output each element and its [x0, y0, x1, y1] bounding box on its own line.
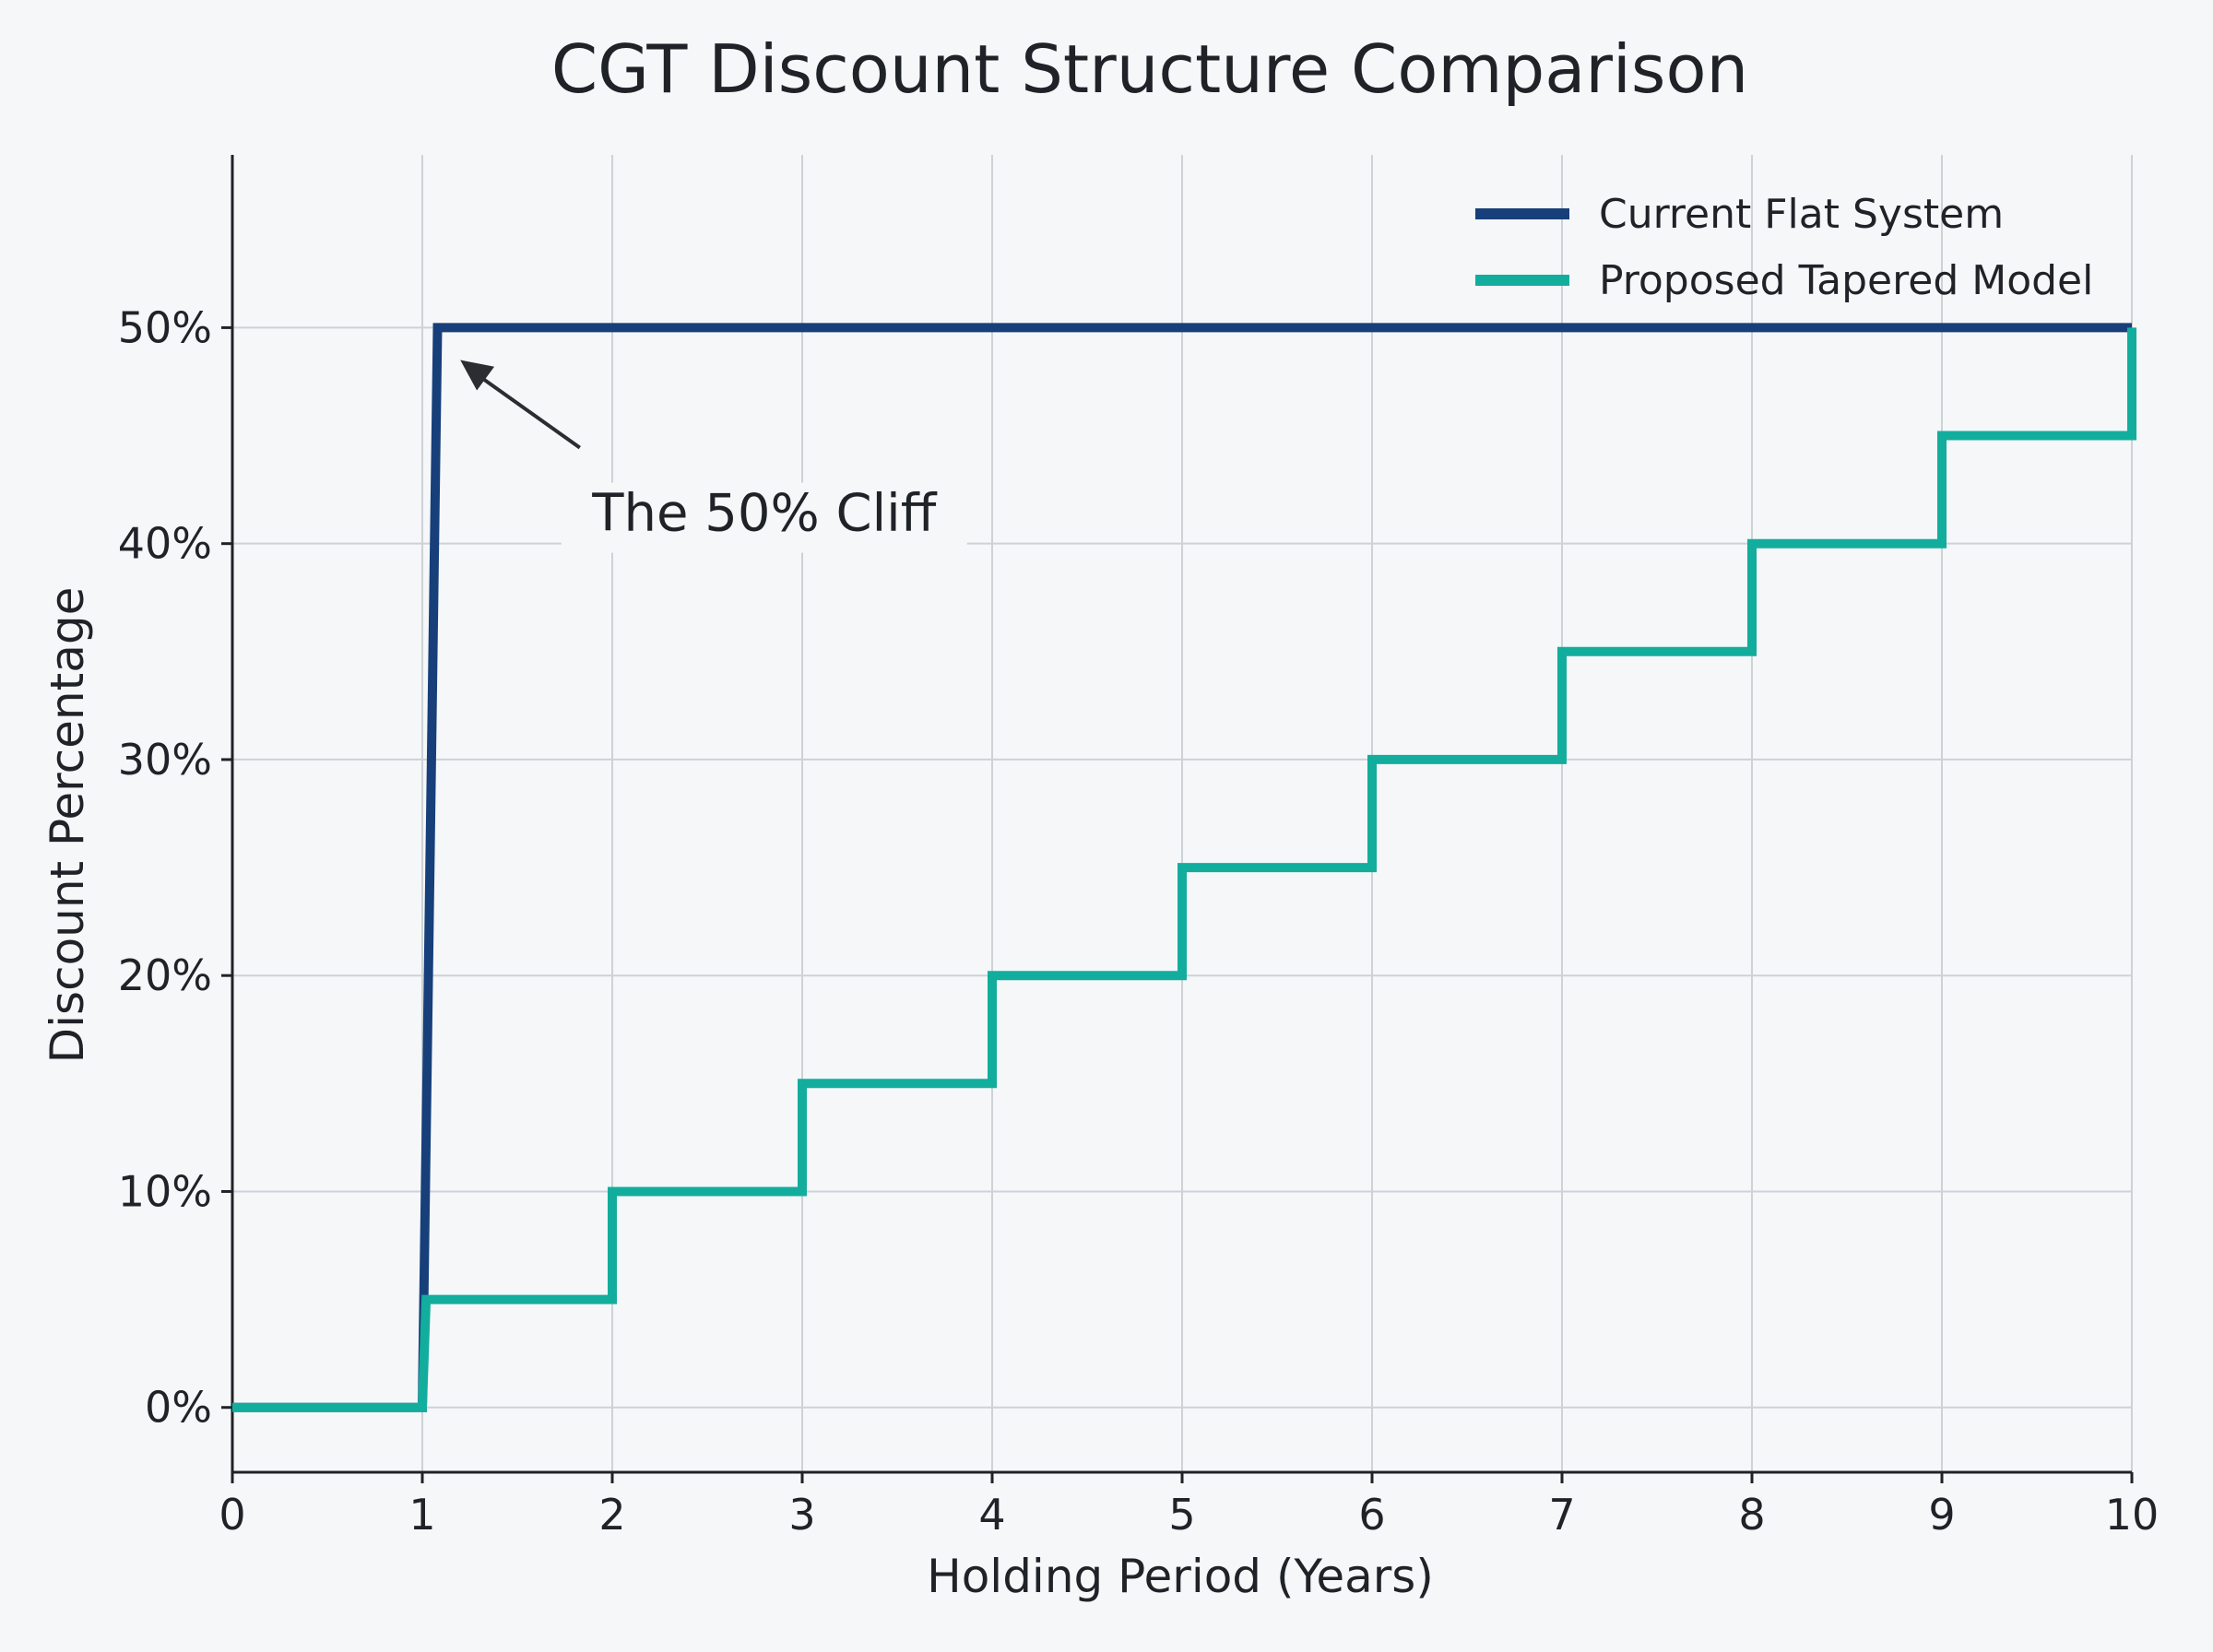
y-tick-label-5: 50% [118, 302, 212, 352]
annotation-arrowhead-0 [460, 360, 495, 391]
series-group [232, 323, 2136, 1412]
legend-label-0: Current Flat System [1599, 191, 2004, 238]
annotation-label-0: The 50% Cliff [591, 484, 937, 544]
x-tick-label-6: 6 [1358, 1490, 1385, 1540]
legend: Current Flat System Proposed Tapered Mode… [1475, 191, 2093, 304]
grid [232, 155, 2133, 1472]
x-tick-label-10: 10 [2105, 1490, 2160, 1540]
y-axis-label: Discount Percentage [41, 587, 94, 1064]
x-tick-label-4: 4 [978, 1490, 1005, 1540]
x-tick-label-5: 5 [1168, 1490, 1195, 1540]
y-tick-label-3: 30% [118, 735, 212, 785]
y-tick-label-4: 40% [118, 519, 212, 569]
y-tick-label-1: 10% [118, 1166, 212, 1216]
x-tick-label-3: 3 [788, 1490, 815, 1540]
x-tick-label-1: 1 [408, 1490, 435, 1540]
x-tick-label-8: 8 [1738, 1490, 1765, 1540]
axes: 0 1 2 3 4 5 6 7 8 9 10 0% 10% 20% 30% 40% 50% [118, 155, 2160, 1540]
x-tick-label-2: 2 [598, 1490, 625, 1540]
legend-label-1: Proposed Tapered Model [1599, 257, 2093, 304]
x-tick-label-0: 0 [219, 1490, 245, 1540]
annotations: The 50% Cliff [460, 360, 967, 553]
x-tick-label-7: 7 [1548, 1490, 1575, 1540]
x-tick-label-9: 9 [1928, 1490, 1955, 1540]
series-line-1 [232, 327, 2136, 1412]
annotation-arrow-0 [468, 367, 581, 450]
x-axis-label: Holding Period (Years) [927, 1550, 1434, 1603]
y-tick-label-0: 0% [145, 1383, 212, 1433]
annotation-background-0 [561, 482, 967, 553]
y-tick-label-2: 20% [118, 950, 212, 1000]
chart-title: CGT Discount Structure Comparison [551, 30, 1748, 108]
